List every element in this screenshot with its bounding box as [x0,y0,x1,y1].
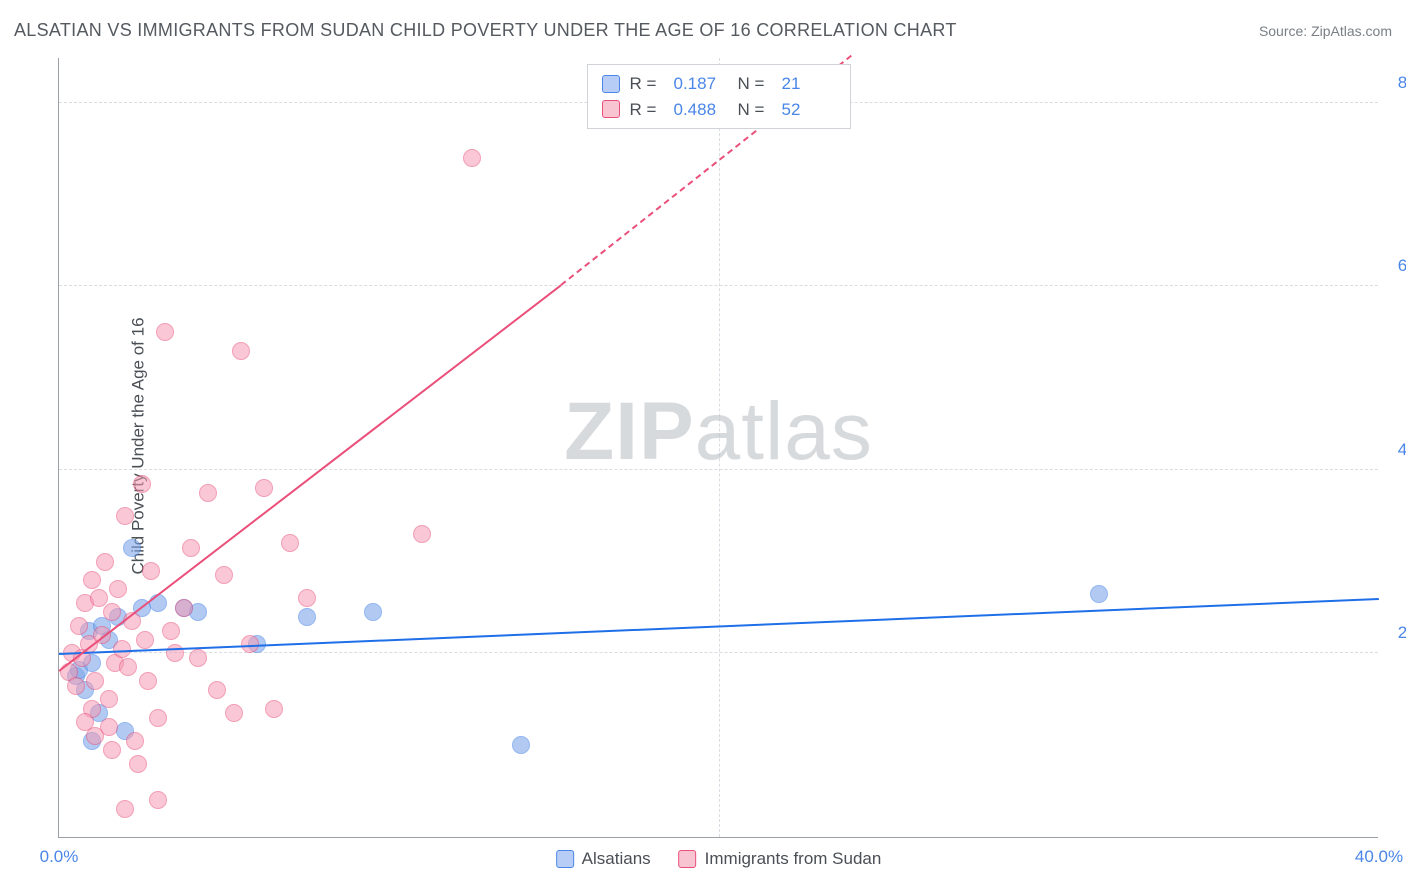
x-tick-label: 0.0% [40,847,79,867]
scatter-point [512,736,530,754]
y-tick-label: 60.0% [1386,256,1406,276]
scatter-point [100,690,118,708]
scatter-point [182,539,200,557]
x-tick-label: 40.0% [1355,847,1403,867]
scatter-point [225,704,243,722]
scatter-point [109,580,127,598]
scatter-point [96,553,114,571]
y-tick-label: 40.0% [1386,440,1406,460]
watermark-light: atlas [695,386,873,477]
legend-swatch [679,850,697,868]
scatter-point [149,709,167,727]
scatter-point [83,571,101,589]
legend-n-value: 21 [782,71,836,97]
legend-series: Alsatians Immigrants from Sudan [556,849,882,869]
legend-r-value: 0.488 [674,97,728,123]
scatter-point [119,658,137,676]
scatter-point [123,539,141,557]
legend-stat-row: R = 0.187 N = 21 [602,71,836,97]
scatter-point [413,525,431,543]
scatter-point [189,649,207,667]
scatter-point [298,589,316,607]
scatter-point [199,484,217,502]
scatter-point [103,741,121,759]
legend-swatch [602,100,620,118]
scatter-point [463,149,481,167]
scatter-point [113,640,131,658]
scatter-point [162,622,180,640]
scatter-point [175,599,193,617]
watermark-bold: ZIP [564,386,695,477]
scatter-point [265,700,283,718]
scatter-point [298,608,316,626]
chart-title: ALSATIAN VS IMMIGRANTS FROM SUDAN CHILD … [14,20,957,41]
legend-series-label: Immigrants from Sudan [705,849,882,869]
legend-r-value: 0.187 [674,71,728,97]
legend-stat-row: R = 0.488 N = 52 [602,97,836,123]
legend-r-label: R = [630,97,664,123]
scatter-point [136,631,154,649]
y-tick-label: 80.0% [1386,73,1406,93]
scatter-point [156,323,174,341]
scatter-point [139,672,157,690]
legend-r-label: R = [630,71,664,97]
scatter-point [70,617,88,635]
legend-n-label: N = [738,97,772,123]
source-label: Source: ZipAtlas.com [1259,23,1392,39]
scatter-point [86,727,104,745]
scatter-point [129,755,147,773]
legend-series-item: Immigrants from Sudan [679,849,882,869]
gridline-vertical [719,58,720,837]
legend-n-value: 52 [782,97,836,123]
plot-area: ZIPatlas R =0.187N =21R =0.488N =52 Alsa… [58,58,1378,838]
scatter-point [67,677,85,695]
legend-series-item: Alsatians [556,849,651,869]
scatter-point [149,791,167,809]
legend-series-label: Alsatians [582,849,651,869]
legend-swatch [556,850,574,868]
scatter-point [103,603,121,621]
y-tick-label: 20.0% [1386,623,1406,643]
scatter-point [1090,585,1108,603]
legend-swatch [602,75,620,93]
scatter-point [133,475,151,493]
scatter-point [142,562,160,580]
scatter-point [215,566,233,584]
legend-n-label: N = [738,71,772,97]
scatter-point [255,479,273,497]
scatter-point [116,507,134,525]
scatter-point [116,800,134,818]
scatter-point [126,732,144,750]
scatter-point [208,681,226,699]
scatter-point [281,534,299,552]
scatter-point [232,342,250,360]
scatter-point [86,672,104,690]
title-bar: ALSATIAN VS IMMIGRANTS FROM SUDAN CHILD … [14,20,1392,41]
legend-stats: R = 0.187 N = 21 R = 0.488 N = 52 [587,64,851,129]
scatter-point [149,594,167,612]
scatter-point [364,603,382,621]
